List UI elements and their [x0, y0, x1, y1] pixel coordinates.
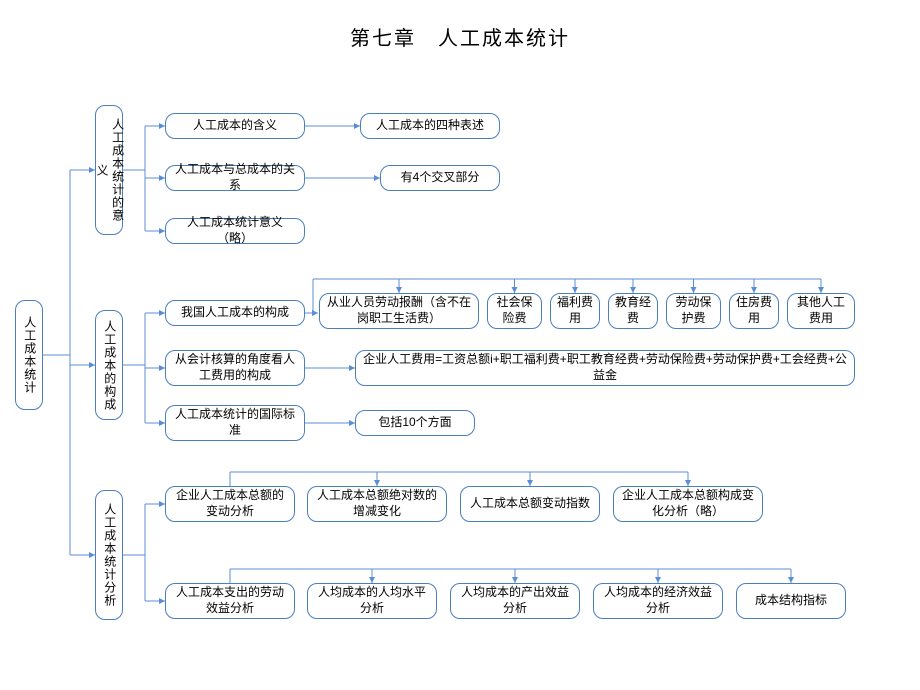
node-b1: 人工成本统计的意义 — [95, 105, 123, 235]
node-d22: 企业人工费用=工资总额i+职工福利费+职工教育经费+劳动保险费+劳动保护费+工会… — [355, 350, 855, 386]
node-b3: 人工成本统计分析 — [95, 490, 123, 620]
node-g2: 人均成本的产出效益分析 — [450, 583, 580, 619]
node-c12: 人工成本与总成本的关系 — [165, 165, 305, 191]
node-e1: 从业人员劳动报酬（含不在岗职工生活费） — [319, 293, 479, 329]
node-root: 人工成本统计 — [15, 300, 43, 410]
node-g1: 人均成本的人均水平分析 — [307, 583, 437, 619]
node-c11: 人工成本的含义 — [165, 113, 305, 139]
node-e3: 福利费用 — [550, 293, 600, 329]
node-e6: 住房费用 — [729, 293, 779, 329]
node-d11: 人工成本的四种表述 — [360, 113, 500, 139]
node-f1: 人工成本总额绝对数的增减变化 — [307, 486, 447, 522]
node-e4: 教育经费 — [608, 293, 658, 329]
node-e7: 其他人工费用 — [787, 293, 855, 329]
node-d12: 有4个交叉部分 — [380, 165, 500, 191]
node-f2: 人工成本总额变动指数 — [460, 486, 600, 522]
node-e5: 劳动保护费 — [666, 293, 721, 329]
node-d23: 包括10个方面 — [355, 410, 475, 436]
node-g3: 人均成本的经济效益分析 — [593, 583, 723, 619]
node-e2: 社会保险费 — [487, 293, 542, 329]
node-g4: 成本结构指标 — [736, 583, 846, 619]
node-f3: 企业人工成本总额构成变化分析（略） — [613, 486, 763, 522]
node-b2: 人工成本的构成 — [95, 310, 123, 420]
node-c13: 人工成本统计意义（略） — [165, 218, 305, 244]
node-c21: 我国人工成本的构成 — [165, 300, 305, 326]
node-c23: 人工成本统计的国际标准 — [165, 405, 305, 441]
node-c31: 企业人工成本总额的变动分析 — [165, 486, 295, 522]
node-c32: 人工成本支出的劳动效益分析 — [165, 583, 295, 619]
node-c22: 从会计核算的角度看人工费用的构成 — [165, 350, 305, 386]
page-title: 第七章 人工成本统计 — [0, 22, 920, 51]
